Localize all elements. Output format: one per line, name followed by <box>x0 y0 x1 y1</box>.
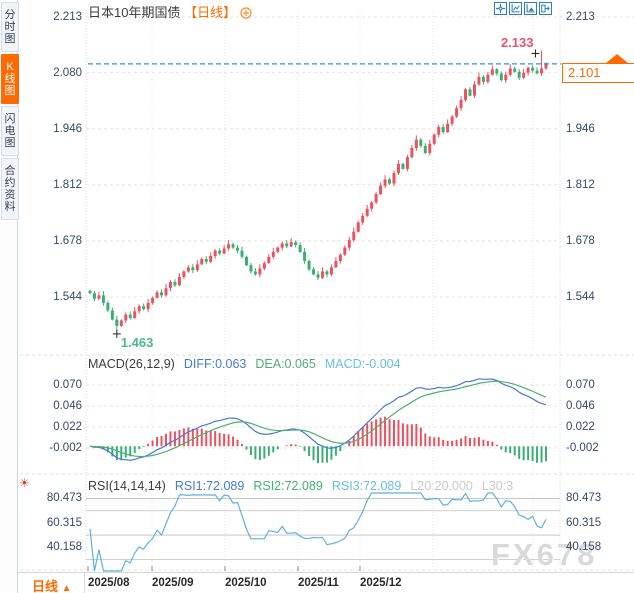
rsi-l30-value: L30:3 <box>481 479 514 493</box>
period-selector[interactable]: 日线 ▲ <box>18 573 85 593</box>
macd-header: MACD(26,12,9) DIFF:0.063 DEA:0.065 MACD:-0.… <box>88 357 560 371</box>
period-label[interactable]: 日线 ▲ <box>32 579 72 593</box>
sidebar-tab-lightning-chart[interactable]: 闪电图 <box>1 106 19 156</box>
chart-header: 日本10年期国债 【日线】 <box>88 2 252 20</box>
up-triangle-alert-icon[interactable] <box>606 53 628 63</box>
rsi3-value: RSI3:72.089 <box>331 479 402 493</box>
macd-diff-value: DIFF:0.063 <box>183 357 247 371</box>
circle-plus-icon[interactable] <box>240 7 252 22</box>
crosshair-icon[interactable] <box>494 2 507 15</box>
macd-dea-value: DEA:0.065 <box>255 357 316 371</box>
interval-badge[interactable]: 【日线】 <box>184 5 237 20</box>
rsi-header: RSI(14,14,14) RSI1:72.089 RSI2:72.089 RSI3:… <box>88 479 560 493</box>
high-price-annotation: 2.133 <box>500 35 534 51</box>
rsi-l20-value: L20:20.000 <box>410 479 473 493</box>
watermark: FX678 <box>491 537 598 572</box>
chart-toolbar <box>494 2 552 15</box>
chevron-up-icon: ▲ <box>61 583 72 593</box>
instrument-title: 日本10年期国债 <box>88 5 181 20</box>
macd-name: MACD(26,12,9) <box>88 357 175 371</box>
low-price-annotation: 1.463 <box>120 334 154 350</box>
rsi-name: RSI(14,14,14) <box>88 479 166 493</box>
rsi1-value: RSI1:72.089 <box>174 479 245 493</box>
sidebar: 分时图 K线图 闪电图 合约资料 <box>0 0 19 593</box>
macd-hist-value: MACD:-0.004 <box>324 357 401 371</box>
last-price-label: 2.101 <box>562 62 634 83</box>
sidebar-tab-contract-info[interactable]: 合约资料 <box>1 158 19 220</box>
sidebar-tab-kline-chart[interactable]: K线图 <box>1 54 19 104</box>
rsi2-value: RSI2:72.089 <box>253 479 323 493</box>
export-icon[interactable] <box>539 2 552 15</box>
sidebar-tab-time-chart[interactable]: 分时图 <box>1 2 19 52</box>
timeline-bar: 日线 ▲ <box>0 572 634 593</box>
draw-chart-icon[interactable] <box>524 2 537 15</box>
axis-scale-icon[interactable] <box>509 2 522 15</box>
sun-icon[interactable]: ☀ <box>19 476 30 490</box>
